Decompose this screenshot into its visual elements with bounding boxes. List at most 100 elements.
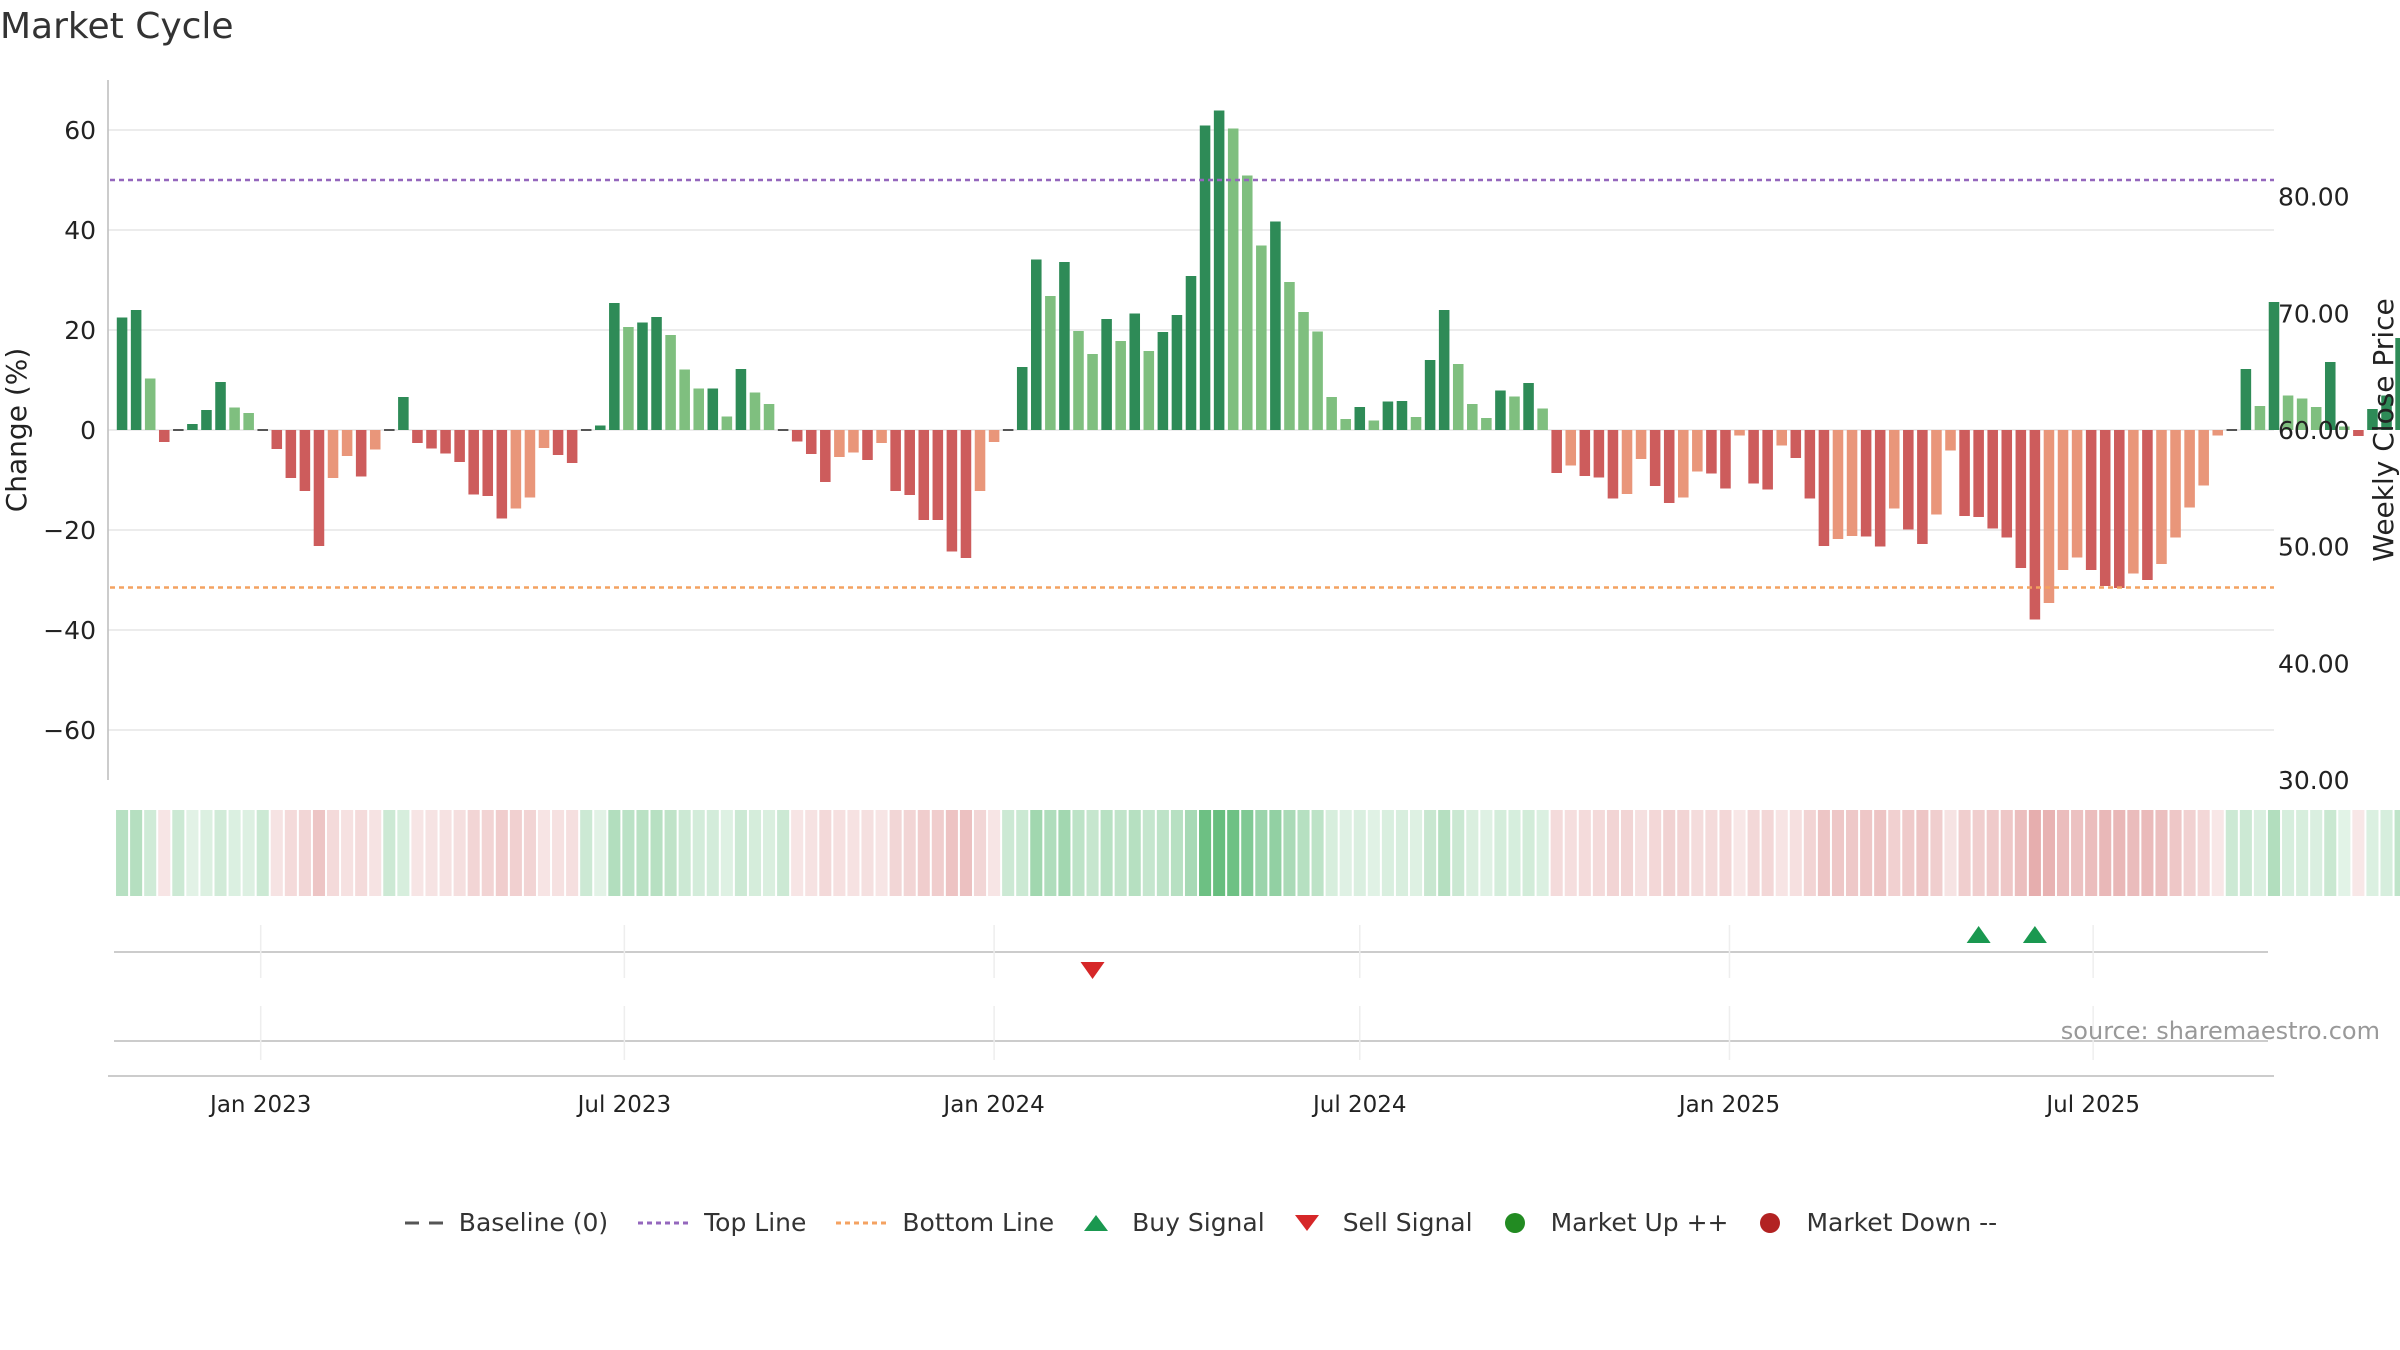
heat-cell <box>1213 810 1226 896</box>
bar <box>426 430 437 449</box>
heat-cell <box>1944 810 1957 896</box>
bar <box>1888 430 1900 509</box>
heat-cell <box>945 810 958 896</box>
y2-tick-label: 60.00 <box>2278 416 2350 445</box>
heat-cell <box>2394 810 2400 896</box>
bar <box>763 404 775 430</box>
heat-cell <box>748 810 762 896</box>
bar <box>1016 367 1028 430</box>
bar <box>1860 430 1872 537</box>
bar <box>2296 398 2308 430</box>
market-strip <box>114 1006 2268 1060</box>
bar <box>1059 262 1070 430</box>
signal-strip <box>114 925 2268 979</box>
bar <box>1832 430 1844 539</box>
bar <box>2353 430 2364 436</box>
legend-item-buy: Buy Signal <box>1082 1208 1265 1237</box>
bar <box>510 430 522 509</box>
bar <box>1565 430 1577 466</box>
legend-item-baseline: Baseline (0) <box>403 1208 608 1237</box>
bar <box>1931 430 1942 515</box>
heat-cell <box>130 810 143 896</box>
heat-cell <box>509 810 522 896</box>
bar <box>904 430 915 495</box>
legend-label: Sell Signal <box>1342 1208 1473 1237</box>
heat-cell <box>2324 810 2337 896</box>
bar <box>1917 430 1928 544</box>
bar <box>609 303 620 430</box>
heat-cell <box>720 810 733 896</box>
heat-cell <box>2014 810 2027 896</box>
bar <box>876 430 887 443</box>
heat-cell <box>1353 810 1366 896</box>
bar <box>1143 351 1155 430</box>
y-axis-label: Change (%) <box>0 348 33 513</box>
bar <box>1452 364 1464 430</box>
heat-cell <box>777 810 790 896</box>
bar <box>2240 369 2252 430</box>
heat-cell <box>833 810 846 896</box>
bar <box>1213 110 1225 430</box>
heat-cell <box>495 810 508 896</box>
heat-cell <box>2183 810 2196 896</box>
bar <box>1903 430 1914 530</box>
bar <box>2001 430 2013 538</box>
bar <box>960 430 972 558</box>
bar <box>1270 221 1281 430</box>
bar <box>2395 338 2400 430</box>
bar <box>1706 430 1717 474</box>
chart-title: Market Cycle <box>0 6 234 47</box>
heat-cell <box>1775 810 1788 896</box>
bar <box>1579 430 1591 476</box>
heat-cell <box>1438 810 1451 896</box>
heat-cell <box>1156 810 1169 896</box>
buy-signal-marker <box>2022 926 2047 943</box>
heat-cell <box>1255 810 1268 896</box>
bar <box>1677 430 1689 498</box>
heat-cell <box>1719 810 1732 896</box>
heat-cell <box>678 810 691 896</box>
heat-cell <box>383 810 396 896</box>
heat-cell <box>1142 810 1155 896</box>
heat-cell <box>819 810 832 896</box>
heat-cell <box>2211 810 2224 896</box>
bar <box>187 424 198 430</box>
y-tick-label: 60 <box>64 116 96 145</box>
heat-cell <box>256 810 269 896</box>
heat-cell <box>397 810 410 896</box>
bar <box>566 430 578 463</box>
heat-cell <box>327 810 340 896</box>
bar <box>1396 401 1408 430</box>
bar <box>215 382 226 430</box>
heat-cell <box>1058 810 1071 896</box>
bar <box>1551 430 1562 473</box>
bar <box>2367 409 2378 430</box>
legend-item-sell: Sell Signal <box>1293 1208 1473 1237</box>
heat-cell <box>1030 810 1043 896</box>
buy-signal-legend-icon <box>1084 1214 1109 1231</box>
bar <box>130 310 142 430</box>
heat-cell <box>284 810 297 896</box>
bar <box>243 413 254 430</box>
heat-cell <box>1072 810 1085 896</box>
heat-cell <box>228 810 241 896</box>
bar <box>735 369 747 430</box>
bar <box>1846 430 1858 536</box>
bar <box>988 430 1000 442</box>
bar <box>1241 175 1253 430</box>
heat-cell <box>1874 810 1887 896</box>
heat-cell <box>186 810 199 896</box>
heat-cell <box>1831 810 1845 896</box>
bar <box>1185 276 1197 430</box>
heat-cell <box>1367 810 1380 896</box>
bar <box>721 416 733 430</box>
bar <box>1593 430 1605 478</box>
heat-cell <box>2352 810 2365 896</box>
heat-cell <box>1986 810 1999 896</box>
bar <box>2128 430 2139 574</box>
bar <box>1031 259 1042 430</box>
buy-signal-marker <box>1966 926 1991 943</box>
heat-cell <box>763 810 776 896</box>
heat-cell <box>706 810 719 896</box>
bar <box>1340 419 1351 430</box>
